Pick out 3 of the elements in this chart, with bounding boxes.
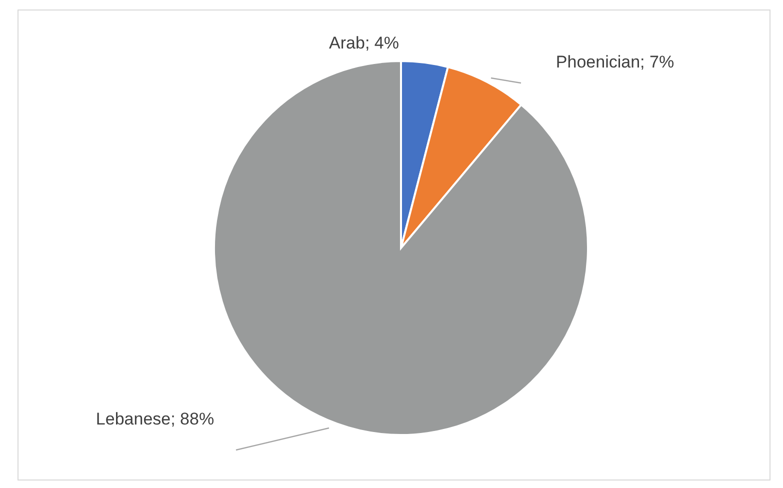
slice-label: Lebanese; 88% xyxy=(96,409,214,428)
slice-label: Arab; 4% xyxy=(329,33,399,52)
slice-label: Phoenician; 7% xyxy=(556,52,674,72)
